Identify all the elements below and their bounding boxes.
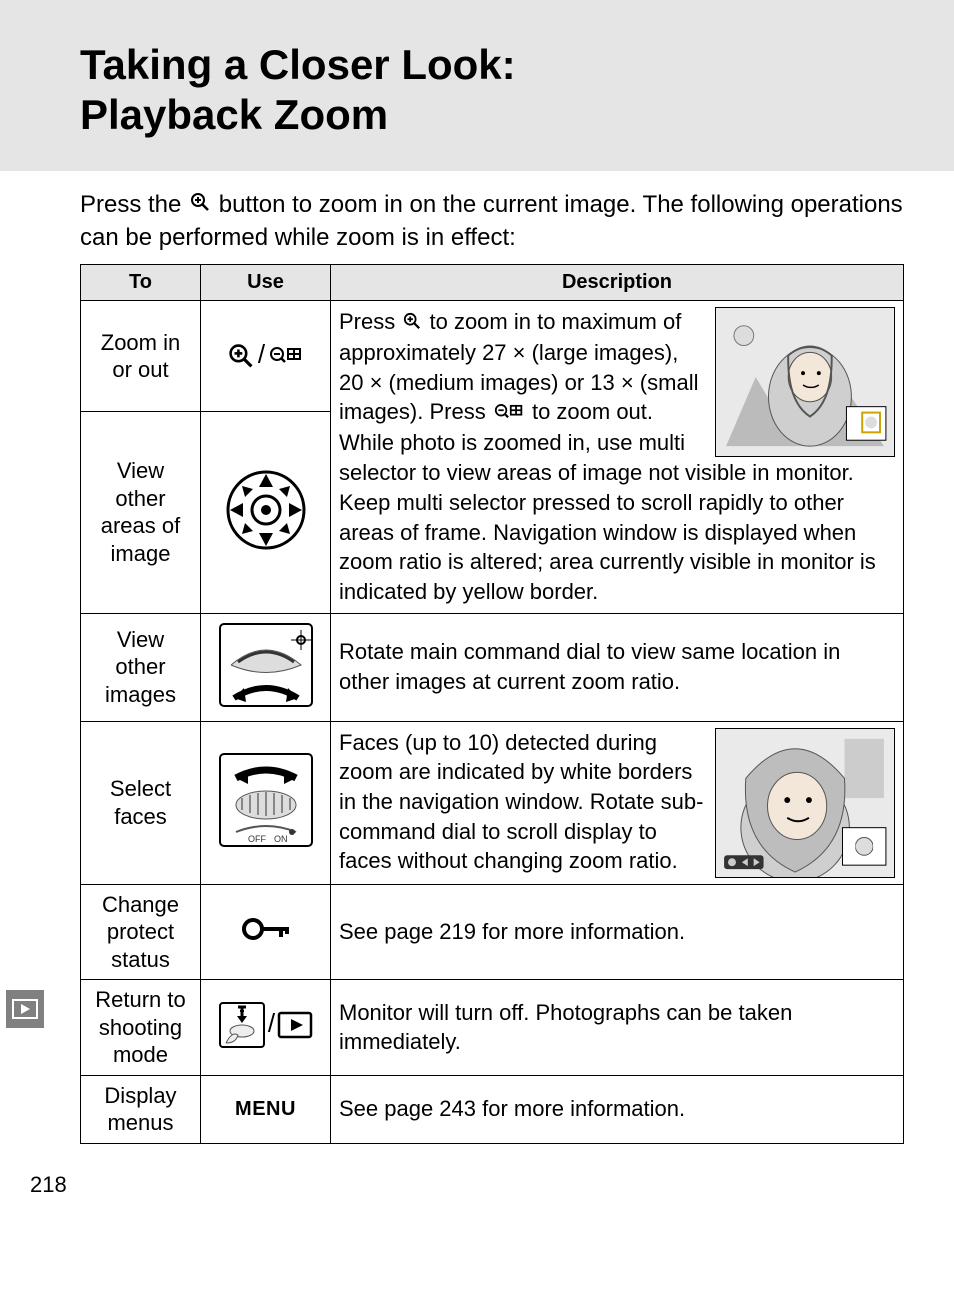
key-icon [241,916,291,947]
use-return: / [201,980,331,1076]
table-header-row: To Use Description [81,265,904,301]
desc-faces-text: Faces (up to 10) detected during zoom ar… [339,730,703,874]
menu-button-label: MENU [235,1098,296,1120]
table-wrap: To Use Description Zoom in or out / [0,264,954,1144]
page-title: Taking a Closer Look: Playback Zoom [80,40,904,141]
playback-tab-icon [12,999,38,1019]
face-detect-figure [715,728,895,878]
use-areas [201,412,331,613]
row-faces: Select faces [81,721,904,884]
row-protect: Change protect status See page 219 for m… [81,884,904,980]
intro-paragraph: Press the button to zoom in on the curre… [0,171,954,264]
to-menus: Display menus [81,1075,201,1143]
row-zoom: Zoom in or out / [81,301,904,412]
row-other-images: View other images Rotate main comman [81,613,904,721]
title-band: Taking a Closer Look: Playback Zoom [0,0,954,171]
multi-selector-icon [223,467,309,558]
header-desc: Description [331,265,904,301]
intro-pre: Press the [80,191,188,218]
title-line-2: Playback Zoom [80,91,388,138]
desc-protect: See page 219 for more information. [331,884,904,980]
desc-faces: Faces (up to 10) detected during zoom ar… [331,721,904,884]
to-areas: View other areas of image [81,412,201,613]
zoom-in-icon [228,343,254,374]
svg-text:ON: ON [274,834,288,844]
page-number: 218 [0,1144,954,1218]
svg-text:OFF: OFF [248,834,266,844]
use-zoom: / [201,301,331,412]
header-use: Use [201,265,331,301]
desc-other: Rotate main command dial to view same lo… [331,613,904,721]
playback-button-icon [277,1011,313,1044]
to-protect: Change protect status [81,884,201,980]
to-faces: Select faces [81,721,201,884]
playback-section-tab [6,990,44,1028]
sub-command-dial-icon: OFF ON [216,750,316,855]
to-other: View other images [81,613,201,721]
use-other [201,613,331,721]
shutter-press-icon [218,1001,266,1054]
desc-zoom-areas: Press to zoom in to maximum of approxima… [331,301,904,614]
zoom-in-icon [190,189,210,221]
title-line-1: Taking a Closer Look: [80,41,516,88]
row-menus: Display menus MENU See page 243 for more… [81,1075,904,1143]
use-faces: OFF ON [201,721,331,884]
operations-table: To Use Description Zoom in or out / [80,264,904,1144]
desc-zoom-a: Press [339,309,401,334]
use-menus: MENU [201,1075,331,1143]
zoom-out-thumbnail-icon [269,343,303,374]
to-return: Return to shooting mode [81,980,201,1076]
navigation-window-figure [715,307,895,457]
zoom-in-icon [403,308,421,338]
main-command-dial-icon [216,620,316,715]
to-zoom: Zoom in or out [81,301,201,412]
header-to: To [81,265,201,301]
desc-return: Monitor will turn off. Photographs can b… [331,980,904,1076]
desc-menus: See page 243 for more information. [331,1075,904,1143]
row-return: Return to shooting mode / [81,980,904,1076]
use-protect [201,884,331,980]
zoom-out-thumbnail-icon [494,399,524,429]
